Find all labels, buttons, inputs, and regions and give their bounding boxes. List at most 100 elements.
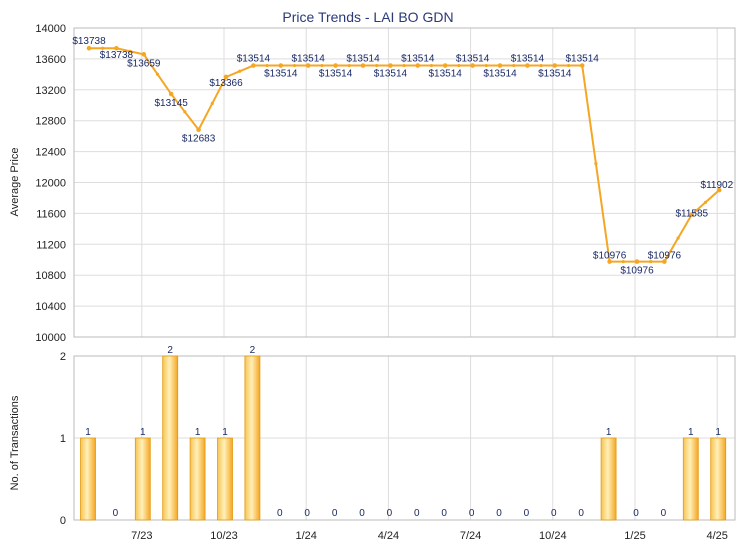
price-data-label: $12683 (182, 134, 216, 145)
price-axis-label: Average Price (9, 148, 21, 217)
tx-bar-label: 0 (551, 508, 557, 519)
tx-bar-label: 1 (715, 427, 721, 438)
tx-bar-label: 0 (633, 508, 639, 519)
tx-bar-label: 1 (195, 427, 201, 438)
price-data-label: $13514 (456, 54, 490, 65)
price-midpoint (566, 63, 571, 68)
price-midpoint (539, 63, 543, 68)
tx-bar (600, 437, 617, 521)
price-y-tick: 11600 (36, 208, 66, 220)
price-data-label: $13514 (264, 69, 298, 80)
tx-bar (162, 355, 179, 521)
tx-bar-label: 0 (578, 508, 584, 519)
tx-bar (80, 437, 96, 521)
price-point (470, 63, 475, 68)
price-point (278, 63, 284, 68)
x-tick-label: 7/23 (131, 530, 152, 542)
price-data-label: $13514 (401, 54, 435, 65)
price-point (552, 63, 558, 68)
price-midpoint (128, 49, 132, 53)
price-midpoint (594, 161, 598, 166)
price-midpoint (484, 63, 488, 68)
x-tick-label: 4/25 (706, 530, 727, 542)
tx-bar (244, 355, 261, 521)
price-midpoint (402, 63, 406, 68)
price-data-label: $13514 (346, 54, 380, 65)
tx-bar-label: 0 (661, 508, 667, 519)
price-point (634, 259, 640, 264)
x-tick-label: 4/24 (378, 530, 399, 542)
price-data-label: $13145 (155, 98, 189, 109)
tx-bar-label: 0 (304, 508, 310, 519)
price-point (168, 91, 174, 97)
tx-bar (682, 437, 699, 521)
price-point (716, 187, 722, 193)
price-point (497, 63, 503, 68)
price-midpoint (676, 236, 680, 240)
price-data-label: $13514 (237, 54, 271, 65)
price-data-label: $13366 (209, 78, 243, 89)
chart-title: Price Trends - LAI BO GDN (282, 9, 453, 25)
price-midpoint (347, 63, 351, 68)
tx-bar-label: 1 (606, 427, 612, 438)
price-point (388, 63, 393, 68)
price-data-label: $13514 (292, 54, 326, 65)
price-point (360, 63, 366, 68)
price-y-tick: 10800 (35, 270, 66, 282)
x-tick-label: 7/24 (460, 530, 481, 542)
tx-bar-label: 0 (332, 508, 338, 519)
price-midpoint (429, 63, 434, 68)
tx-bar-label: 0 (524, 508, 530, 519)
price-y-tick: 14000 (35, 23, 66, 35)
price-midpoint (621, 260, 625, 264)
tx-bar-label: 0 (387, 508, 393, 519)
price-series-line (89, 47, 720, 263)
tx-bar-label: 0 (277, 508, 283, 519)
tx-bar-label: 1 (140, 427, 146, 438)
price-point (305, 63, 311, 68)
price-midpoint (155, 72, 160, 76)
tx-y-tick: 2 (60, 351, 66, 363)
price-data-label: $13514 (483, 69, 517, 80)
price-data-label: $13514 (511, 54, 545, 65)
price-midpoint (375, 63, 379, 68)
price-point (442, 63, 448, 68)
tx-plot-frame (73, 355, 736, 521)
tx-bar-label: 1 (222, 427, 228, 438)
tx-bar-label: 0 (414, 508, 420, 519)
x-tick-label: 10/24 (539, 530, 567, 542)
price-data-label: $13738 (72, 36, 106, 47)
tx-bar-label: 0 (469, 508, 475, 519)
price-data-label: $11902 (701, 180, 734, 191)
tx-bar-label: 2 (250, 345, 256, 356)
x-tick-label: 1/25 (624, 530, 645, 542)
price-point (333, 63, 338, 68)
tx-bar (189, 437, 206, 521)
price-midpoint (512, 63, 516, 68)
price-point (223, 74, 229, 80)
tx-y-tick: 1 (60, 433, 66, 445)
price-data-label: $13659 (127, 58, 161, 69)
price-point (86, 45, 92, 51)
price-midpoint (265, 63, 269, 68)
price-point (662, 259, 667, 264)
price-point (525, 63, 530, 68)
transactions-bar-panel: 0 1 2 7/23 10/23 1/24 4/24 7/24 10/24 1/25 4/25 1 0 1… (60, 345, 736, 542)
price-data-label: $13514 (566, 54, 600, 65)
price-point (196, 127, 201, 133)
price-midpoint (183, 110, 187, 114)
tx-bar (217, 437, 233, 521)
tx-bar (710, 437, 727, 521)
price-point (689, 212, 695, 217)
tx-bar-label: 1 (688, 427, 694, 438)
tx-bar-label: 0 (441, 508, 447, 519)
price-y-tick: 13200 (35, 85, 66, 97)
price-point (579, 63, 585, 68)
x-tick-label: 10/23 (210, 530, 238, 542)
price-point (141, 52, 147, 57)
tx-y-tick: 0 (60, 515, 66, 527)
price-data-label: $10976 (620, 266, 654, 277)
price-data-label: $11585 (675, 209, 708, 220)
